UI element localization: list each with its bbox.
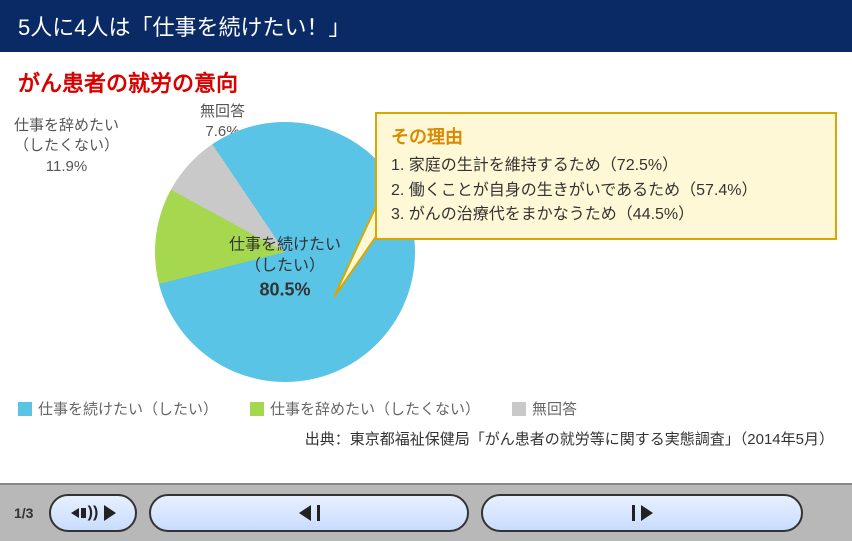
legend-item-quit: 仕事を辞めたい（したくない） xyxy=(250,398,480,419)
prev-icon xyxy=(299,505,311,521)
legend-item-continue: 仕事を続けたい（したい） xyxy=(18,398,218,419)
page-title: 5人に4人は「仕事を続けたい！」 xyxy=(18,15,350,40)
next-icon xyxy=(641,505,653,521)
audio-play-button[interactable]: )) xyxy=(49,494,137,532)
callout-box: その理由 1. 家庭の生計を維持するため（72.5%） 2. 働くことが自身の生… xyxy=(375,112,837,240)
content-area: 仕事を辞めたい （したくない） 11.9% 無回答 7.6% 仕事を続けたい （… xyxy=(0,102,852,442)
next-button[interactable] xyxy=(481,494,803,532)
callout-line-2: 2. 働くことが自身の生きがいであるため（57.4%） xyxy=(391,179,821,204)
callout-line-3: 3. がんの治療代をまかなうため（44.5%） xyxy=(391,203,821,228)
callout-title: その理由 xyxy=(391,124,821,152)
bar-icon xyxy=(632,505,635,521)
legend-swatch xyxy=(512,402,526,416)
prev-button[interactable] xyxy=(149,494,469,532)
legend: 仕事を続けたい（したい） 仕事を辞めたい（したくない） 無回答 xyxy=(18,398,577,419)
play-icon xyxy=(104,505,116,521)
bar-icon xyxy=(317,505,320,521)
speaker-icon: )) xyxy=(71,504,99,522)
source-citation: 出典：東京都福祉保健局「がん患者の就労等に関する実態調査」（2014年5月） xyxy=(305,428,834,449)
legend-swatch xyxy=(250,402,264,416)
slice-label-quit: 仕事を辞めたい （したくない） 11.9% xyxy=(14,116,119,177)
legend-item-noanswer: 無回答 xyxy=(512,398,577,419)
page-indicator: 1/3 xyxy=(14,505,33,521)
player-bar: 1/3 )) xyxy=(0,483,852,541)
title-bar: 5人に4人は「仕事を続けたい！」 xyxy=(0,0,852,52)
callout-line-1: 1. 家庭の生計を維持するため（72.5%） xyxy=(391,154,821,179)
subtitle: がん患者の就労の意向 xyxy=(0,52,852,102)
slice-label-continue: 仕事を続けたい （したい） 80.5% xyxy=(229,234,341,301)
legend-swatch xyxy=(18,402,32,416)
